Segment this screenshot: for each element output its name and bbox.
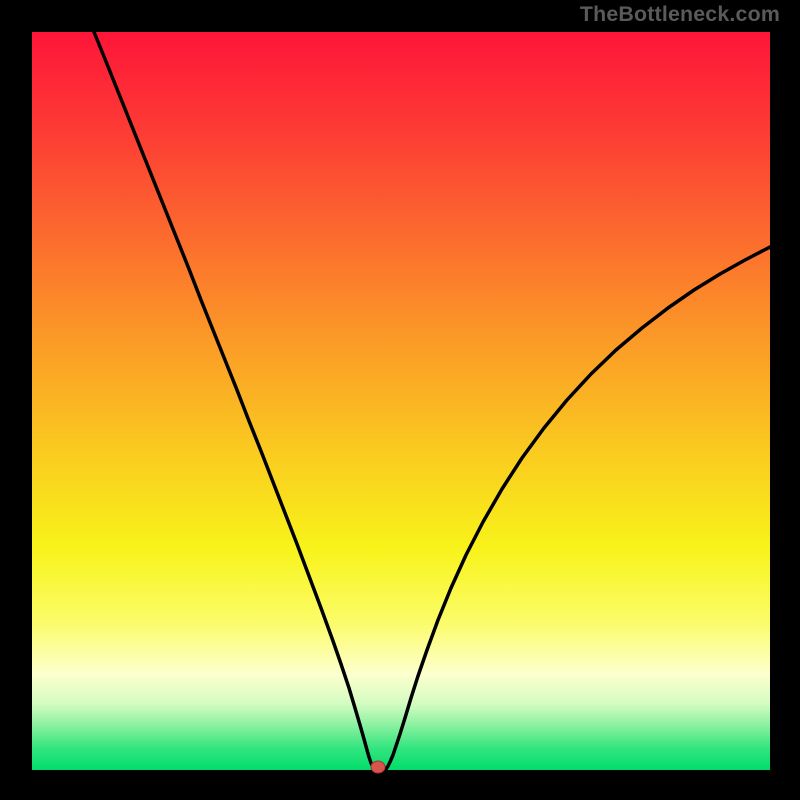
plot-background <box>32 32 770 770</box>
optimal-marker <box>371 761 385 773</box>
chart-svg <box>0 0 800 800</box>
watermark-text: TheBottleneck.com <box>580 2 780 27</box>
chart-container: TheBottleneck.com <box>0 0 800 800</box>
